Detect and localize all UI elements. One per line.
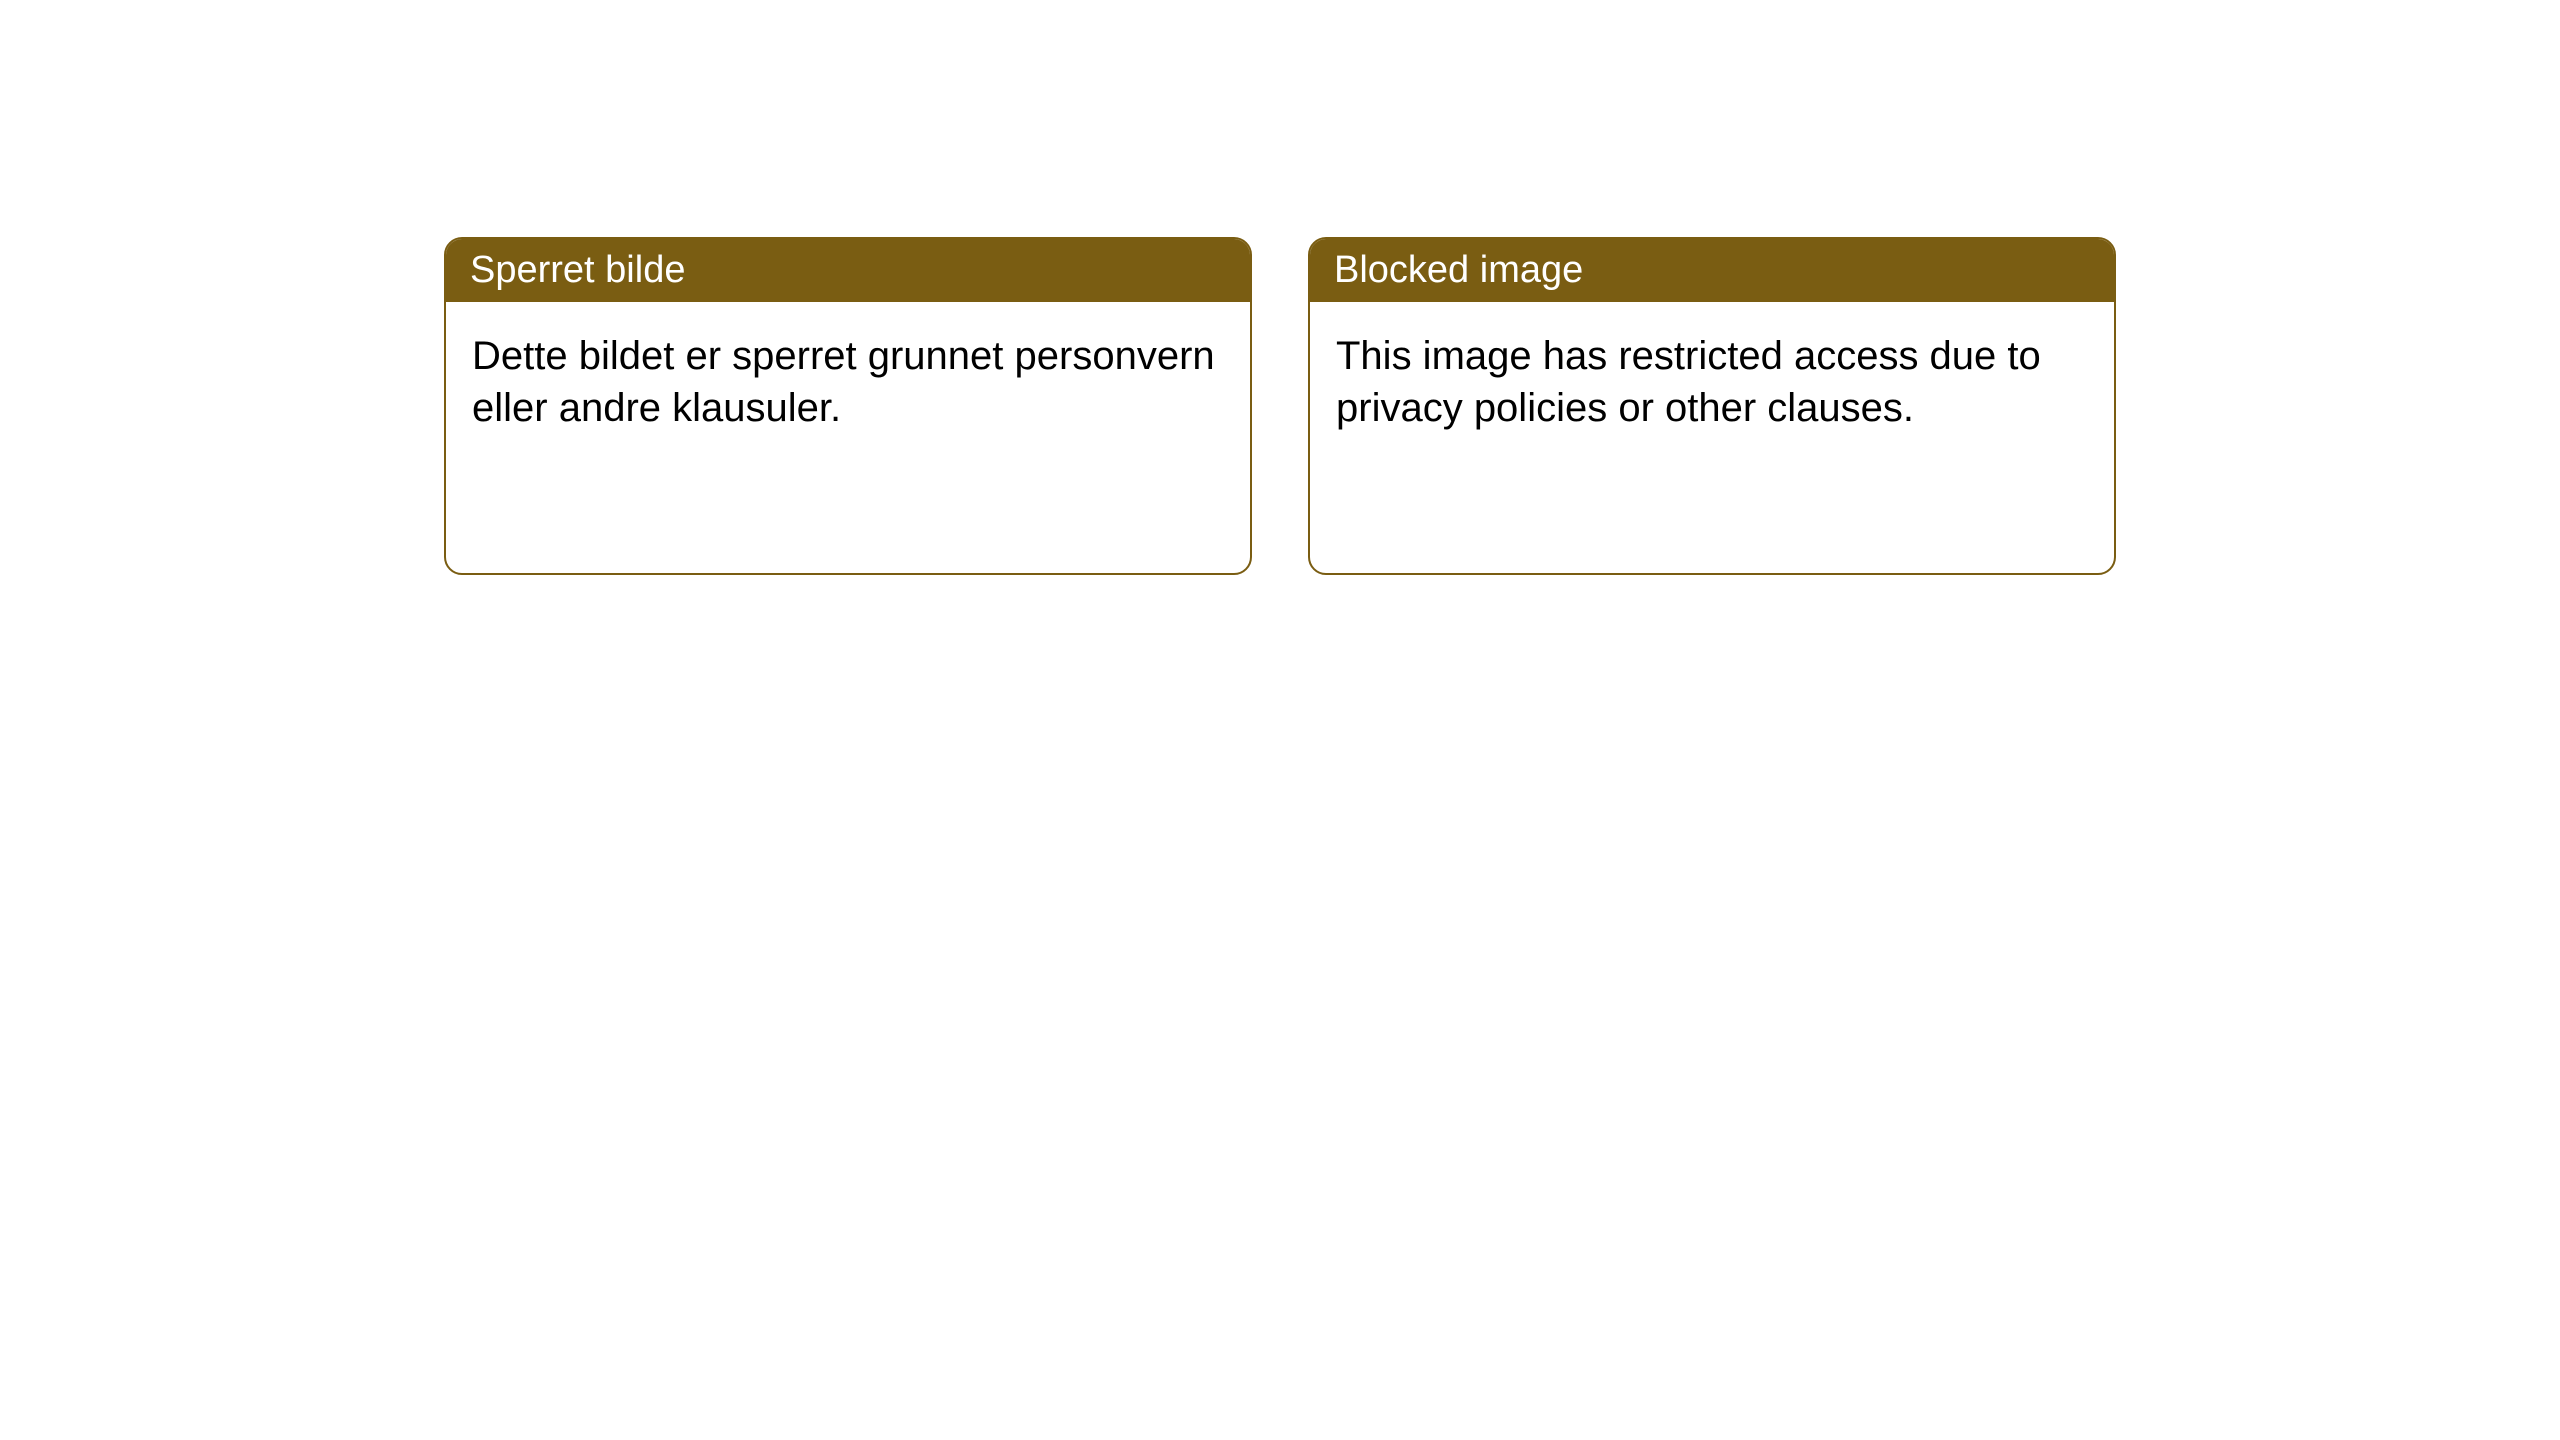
notice-container: Sperret bilde Dette bildet er sperret gr… xyxy=(444,237,2116,575)
notice-card-english: Blocked image This image has restricted … xyxy=(1308,237,2116,575)
notice-header-norwegian: Sperret bilde xyxy=(446,239,1250,302)
notice-card-norwegian: Sperret bilde Dette bildet er sperret gr… xyxy=(444,237,1252,575)
notice-header-english: Blocked image xyxy=(1310,239,2114,302)
notice-body-norwegian: Dette bildet er sperret grunnet personve… xyxy=(446,302,1250,462)
notice-body-english: This image has restricted access due to … xyxy=(1310,302,2114,462)
